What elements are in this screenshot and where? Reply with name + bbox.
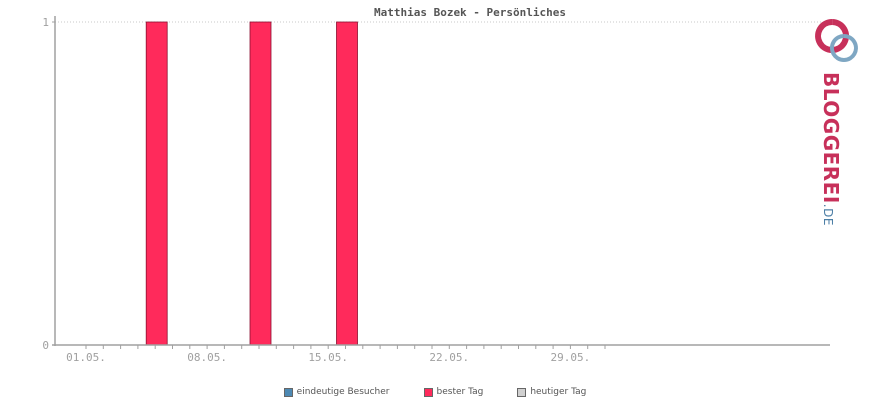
- brand-suffix: .DE: [821, 203, 835, 226]
- legend-label-today: heutiger Tag: [530, 387, 587, 397]
- bar-best-day: [249, 21, 272, 346]
- legend-swatch-visitors: [283, 387, 293, 397]
- x-tick-label: 08.05.: [187, 351, 227, 364]
- speech-bubble-icon: [815, 19, 858, 62]
- chart-title: Matthias Bozek - Persönliches: [374, 6, 566, 19]
- legend: eindeutige Besucher bester Tag heutiger …: [0, 385, 870, 399]
- ticks: 0 1 01.05. 08.05. 15.05. 22.05. 29.05.: [42, 16, 590, 364]
- legend-swatch-best-day: [423, 387, 433, 397]
- brand-name: BLOGGEREI: [819, 72, 843, 204]
- x-tick-label: 15.05.: [308, 351, 348, 364]
- bars: [145, 21, 358, 346]
- legend-item-visitors: eindeutige Besucher: [283, 385, 390, 399]
- x-tick-label: 01.05.: [66, 351, 106, 364]
- legend-label-best-day: bester Tag: [436, 387, 484, 397]
- bar-best-day: [145, 21, 168, 346]
- brand-wordmark: BLOGGEREI.DE: [803, 70, 853, 226]
- bloggerei-logo: [810, 18, 866, 218]
- legend-label-visitors: eindeutige Besucher: [296, 387, 390, 397]
- y-tick-label: 0: [42, 339, 49, 352]
- legend-swatch-today: [517, 387, 527, 397]
- bar-best-day: [336, 21, 358, 346]
- x-tick-label: 22.05.: [429, 351, 469, 364]
- y-tick-label: 1: [42, 16, 49, 29]
- legend-item-today: heutiger Tag: [517, 385, 586, 399]
- x-tick-label: 29.05.: [551, 351, 591, 364]
- axes: [52, 16, 830, 349]
- legend-item-best-day: bester Tag: [423, 385, 484, 399]
